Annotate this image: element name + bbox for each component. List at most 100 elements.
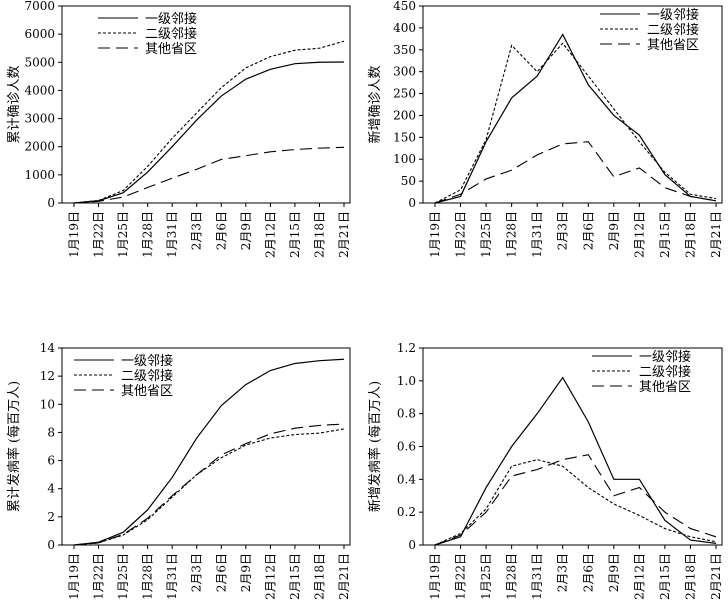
x-tick-label: 2月12日 — [263, 211, 277, 258]
y-tick-label: 0.8 — [397, 407, 416, 421]
series-level1-line — [73, 61, 345, 204]
x-tick-label: 2月18日 — [312, 553, 326, 600]
x-tick-label: 2月21日 — [709, 553, 723, 600]
series-level2-line — [73, 428, 345, 546]
x-tick-label: 1月28日 — [141, 553, 155, 600]
x-tick-label: 1月19日 — [67, 211, 81, 258]
y-tick-label: 12 — [40, 369, 55, 383]
y-tick-label: 450 — [393, 0, 416, 13]
x-tick-label: 2月21日 — [337, 211, 351, 258]
x-tick-label: 1月31日 — [165, 211, 179, 258]
y-tick-label: 200 — [393, 108, 416, 122]
plot-frame — [61, 5, 351, 204]
y-tick-label: 400 — [393, 21, 416, 35]
y-tick-label: 1.2 — [397, 341, 416, 355]
legend-label-series-other: 其他省区 — [639, 380, 691, 395]
chart-panel-1: 0 1000 2000 3000 4000 5000 6000 7000 1月19日 1月22日 1… — [7, 0, 351, 258]
series-level2-line — [73, 40, 345, 204]
x-tick-label: 2月12日 — [632, 211, 646, 258]
y-tick-label: 6000 — [24, 27, 55, 41]
y-tick-label: 0 — [408, 196, 416, 210]
x-tick-label: 2月9日 — [239, 553, 253, 592]
legend-label-series-level1: 一级邻接 — [145, 11, 197, 27]
series-other-line — [73, 423, 345, 546]
y-tick-label: 50 — [401, 174, 416, 188]
x-tick-label: 1月31日 — [530, 211, 544, 258]
series-other-line — [434, 141, 717, 204]
legend-label-series-level2: 二级邻接 — [121, 368, 173, 384]
y-tick-label: 0 — [47, 196, 55, 210]
legend-label-series-other: 其他省区 — [145, 42, 197, 57]
legend-label-series-other: 其他省区 — [121, 384, 173, 399]
x-tick-label: 1月19日 — [428, 211, 442, 258]
x-tick-label: 1月22日 — [454, 553, 468, 600]
x-tick-label: 1月31日 — [530, 553, 544, 600]
x-tick-label: 2月21日 — [337, 553, 351, 600]
x-tick-label: 1月25日 — [479, 553, 493, 600]
x-tick-label: 2月18日 — [683, 211, 697, 258]
x-tick-label: 2月9日 — [239, 211, 253, 250]
x-tick-label: 1月22日 — [92, 211, 106, 258]
y-axis-label: 累计确诊人数 — [7, 65, 22, 143]
y-tick-label: 150 — [393, 130, 416, 144]
x-tick-label: 1月25日 — [116, 553, 130, 600]
x-tick-label: 2月12日 — [263, 553, 277, 600]
y-tick-label: 300 — [393, 65, 416, 79]
y-tick-label: 0.2 — [397, 505, 416, 519]
y-tick-label: 350 — [393, 43, 416, 57]
series-level2-line — [434, 42, 717, 204]
y-tick-label: 100 — [393, 152, 416, 166]
x-tick-label: 2月6日 — [581, 553, 595, 592]
x-tick-label: 1月22日 — [92, 553, 106, 600]
legend-label-series-level1: 一级邻接 — [121, 353, 173, 369]
y-tick-label: 2 — [47, 510, 55, 524]
x-tick-label: 1月19日 — [67, 553, 81, 600]
y-tick-label: 7000 — [24, 0, 55, 13]
y-tick-label: 1.0 — [397, 374, 416, 388]
x-tick-label: 1月28日 — [505, 553, 519, 600]
plot-frame — [61, 347, 351, 546]
y-tick-label: 3000 — [24, 112, 55, 126]
y-tick-label: 0.6 — [397, 440, 416, 454]
y-tick-label: 6 — [47, 454, 55, 468]
x-tick-label: 2月3日 — [190, 211, 204, 250]
x-tick-label: 2月15日 — [658, 211, 672, 258]
y-tick-label: 0 — [408, 538, 416, 552]
x-tick-label: 2月3日 — [190, 553, 204, 592]
y-tick-label: 4 — [47, 482, 55, 496]
x-tick-label: 1月22日 — [454, 211, 468, 258]
x-tick-label: 1月25日 — [479, 211, 493, 258]
x-tick-label: 2月3日 — [556, 553, 570, 592]
x-tick-label: 2月18日 — [312, 211, 326, 258]
series-level1-line — [434, 376, 717, 546]
x-tick-label: 2月21日 — [709, 211, 723, 258]
x-tick-label: 2月6日 — [214, 211, 228, 250]
x-tick-label: 1月31日 — [165, 553, 179, 600]
x-tick-label: 1月25日 — [116, 211, 130, 258]
x-tick-label: 2月12日 — [632, 553, 646, 600]
y-tick-label: 0 — [47, 538, 55, 552]
x-tick-label: 2月15日 — [288, 553, 302, 600]
x-tick-label: 2月3日 — [556, 211, 570, 250]
legend-label-series-other: 其他省区 — [647, 38, 699, 53]
x-tick-label: 2月9日 — [607, 553, 621, 592]
y-axis-label: 新增确诊人数 — [367, 65, 383, 143]
x-tick-label: 2月15日 — [658, 553, 672, 600]
y-tick-label: 4000 — [24, 83, 55, 97]
x-tick-label: 1月28日 — [505, 211, 519, 258]
x-tick-label: 2月6日 — [214, 553, 228, 592]
y-tick-label: 14 — [40, 341, 56, 355]
x-tick-label: 1月19日 — [428, 553, 442, 600]
legend-label-series-level2: 二级邻接 — [639, 364, 691, 380]
y-tick-label: 5000 — [24, 55, 55, 69]
y-tick-label: 10 — [40, 397, 55, 411]
x-tick-label: 2月15日 — [288, 211, 302, 258]
chart-panel-3: 0 2 4 6 8 10 12 14 1月19日 1月22日 1月25日 1月28日 1月31日 2月3日… — [6, 341, 351, 600]
legend-label-series-level2: 二级邻接 — [145, 26, 197, 42]
series-level1-line — [73, 358, 345, 546]
y-axis-label: 新增发病率 (每百万人) — [367, 381, 383, 512]
